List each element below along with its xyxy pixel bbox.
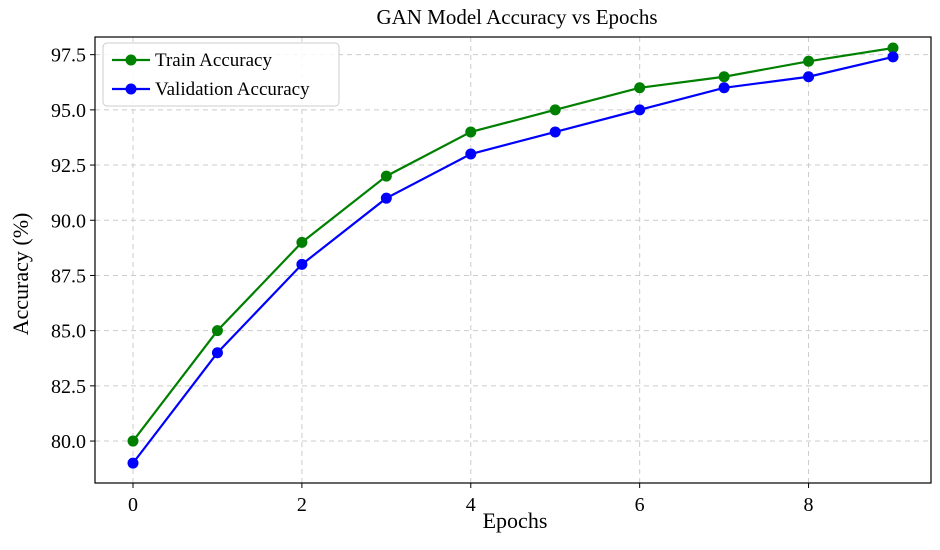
x-tick-label: 4 [466,494,476,516]
y-tick-label: 97.5 [51,45,86,67]
x-axis-label: Epochs [483,508,548,533]
y-tick-label: 85.0 [51,321,86,343]
data-point [549,126,561,138]
series-layer [127,42,899,469]
data-point [803,55,815,67]
plot-frame [94,36,932,484]
y-tick-label: 80.0 [51,431,86,453]
data-point [887,42,899,54]
data-point [465,148,477,160]
data-point [127,435,139,447]
data-point [380,170,392,182]
series-line [132,55,894,464]
data-point [211,325,223,337]
x-tick-label: 0 [128,494,138,516]
y-tick-label: 87.5 [51,265,86,287]
legend-swatch-marker [125,54,137,66]
data-point [634,104,646,116]
data-point [211,347,223,359]
data-point [296,258,308,270]
data-point [803,71,815,83]
data-point [887,51,899,63]
legend: Train Accuracy Validation Accuracy [102,42,340,107]
data-point [718,82,730,94]
legend-label: Validation Accuracy [155,79,310,100]
data-point [127,457,139,469]
y-tick-label: 92.5 [51,155,86,177]
legend-swatch-marker [125,83,137,95]
x-tick-label: 8 [804,494,814,516]
series-line [132,46,894,442]
data-point [634,82,646,94]
y-tick-label: 90.0 [51,210,86,232]
data-point [296,236,308,248]
x-tick-label: 6 [635,494,645,516]
chart-title: GAN Model Accuracy vs Epochs [376,5,657,29]
series-train [127,42,899,447]
data-point [718,71,730,83]
axis-ticks: 0 2 4 6 8 80.0 82.5 85.0 87.5 90.0 92.5 95.0 97.5 [51,45,814,516]
y-axis-label: Accuracy (%) [8,213,33,336]
data-point [549,104,561,116]
y-tick-label: 82.5 [51,376,86,398]
x-tick-label: 2 [297,494,307,516]
legend-label: Train Accuracy [155,50,272,71]
data-point [380,192,392,204]
data-point [465,126,477,138]
y-tick-label: 95.0 [51,100,86,122]
legend-box [102,42,340,107]
series-validation [127,51,899,469]
